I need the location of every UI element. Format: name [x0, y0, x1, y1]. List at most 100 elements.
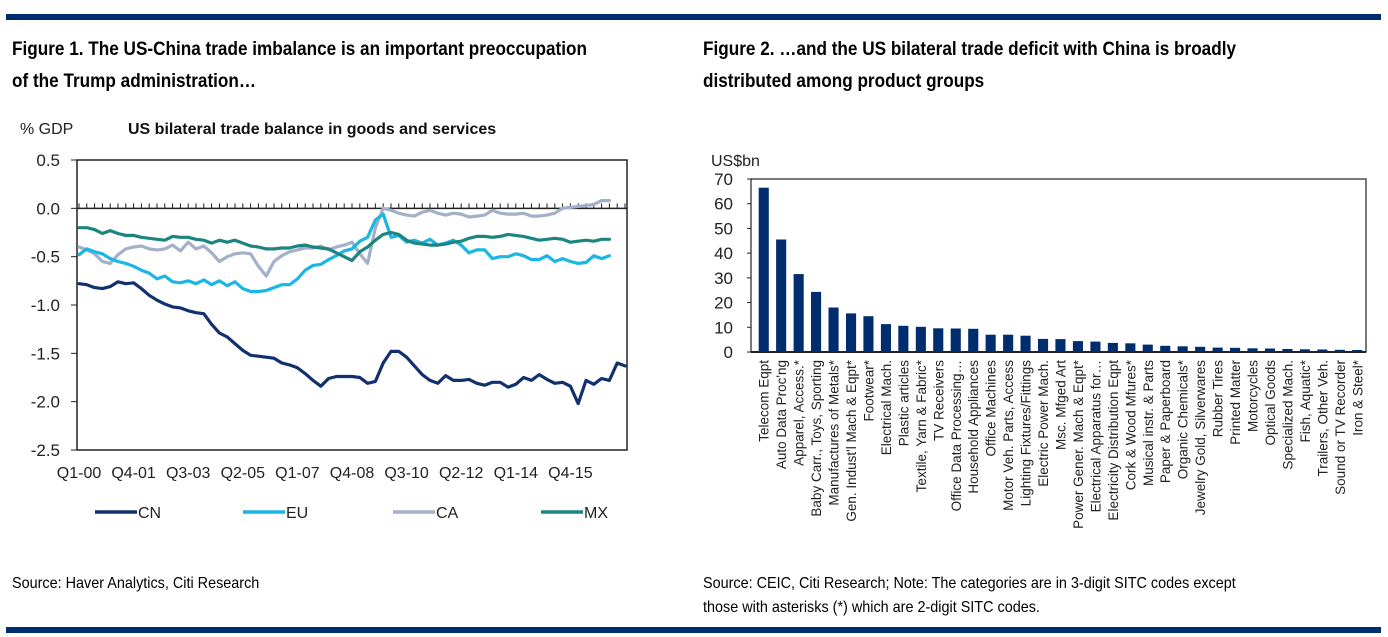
bar — [828, 307, 839, 352]
x-category-label: Power Gener. Mach & Eqpt* — [1071, 359, 1086, 529]
bottom-rule — [6, 627, 1381, 633]
legend-label-mx: MX — [584, 505, 608, 522]
x-category-label: Printed Matter — [1228, 360, 1243, 445]
x-tick-label: Q4-15 — [548, 465, 593, 482]
bar-chart: US$bn 70 60 50 40 30 20 10 0 Telecom Eqpt Auto D… — [711, 153, 1367, 529]
bar — [933, 328, 944, 352]
x-tick-label: Q2-05 — [221, 465, 266, 482]
figure2-source-line1: Source: CEIC, Citi Research; Note: The c… — [703, 575, 1236, 592]
x-category-label: Organic Chemicals* — [1176, 359, 1191, 479]
bar — [1020, 335, 1031, 352]
bar — [898, 325, 909, 352]
series-line-mx — [77, 226, 612, 263]
x-tick-label: Q1-07 — [275, 465, 320, 482]
x-category-label: Cork & Wood Mfures* — [1123, 359, 1138, 490]
x-tick-label: Q3-03 — [166, 465, 211, 482]
x-tick-label: Q1-00 — [57, 465, 102, 482]
bar — [1090, 341, 1101, 352]
x-category-label: Paper & Paperboard — [1158, 360, 1173, 483]
bar — [1264, 348, 1275, 352]
series-line-eu — [77, 212, 612, 294]
x-category-label: Telecom Eqpt — [757, 360, 772, 442]
bar — [793, 274, 804, 352]
x-tick-label: Q4-01 — [111, 465, 156, 482]
bar — [846, 313, 857, 352]
x-category-label: Electrical Mach. — [879, 360, 894, 455]
x-category-label: Apparel, Access.* — [792, 359, 807, 466]
x-category-label: Electric Power Mach. — [1036, 360, 1051, 487]
y-tick-label: 0 — [724, 343, 733, 362]
y-tick-label: -2.5 — [31, 441, 60, 460]
x-category-label: Household Appliances — [966, 360, 981, 494]
y-tick-label: 10 — [714, 318, 733, 337]
x-category-label: Lighting Fixtures/Fittings — [1019, 360, 1034, 507]
series-line-cn — [77, 280, 627, 406]
x-category-label: Optical Goods — [1263, 360, 1278, 446]
bar — [811, 291, 822, 352]
bar — [1317, 349, 1328, 352]
legend-label-eu: EU — [286, 505, 308, 522]
bar — [880, 324, 891, 352]
bar — [1212, 347, 1223, 352]
x-category-label: Trailers, Other Veh. — [1315, 360, 1330, 477]
x-category-label: TV Receivers — [931, 360, 946, 441]
y-tick-label: 30 — [714, 269, 733, 288]
bar — [1142, 344, 1153, 352]
x-category-label: Msc. Mfged Art — [1054, 360, 1069, 450]
x-category-label: Iron & Steel* — [1350, 359, 1365, 436]
x-category-label: Electricity Distribution Eqpt — [1106, 360, 1121, 521]
figure2-title-line1: Figure 2. …and the US bilateral trade de… — [703, 38, 1237, 60]
bar — [915, 326, 926, 352]
legend-label-cn: CN — [138, 505, 161, 522]
x-category-label: Sound or TV Recorder — [1333, 360, 1348, 495]
bar — [758, 187, 769, 352]
x-category-label: Jewelry Gold, Silverwares — [1193, 360, 1208, 516]
chart-title: US bilateral trade balance in goods and … — [128, 121, 496, 138]
x-category-label: Auto Data Proc'ng — [774, 360, 789, 469]
bar — [1299, 349, 1310, 352]
series-line-ca — [77, 198, 612, 278]
x-category-label: Gen. Indust'l Mach & Eqpt* — [844, 359, 859, 521]
y-tick-label: -1.5 — [31, 344, 60, 363]
bar — [1160, 345, 1171, 352]
bar — [1352, 350, 1363, 352]
figure1-title-line1: Figure 1. The US-China trade imbalance i… — [12, 38, 587, 60]
bar — [776, 239, 787, 352]
x-tick-label: Q3-10 — [384, 465, 429, 482]
line-chart: % GDP US bilateral trade balance in good… — [20, 121, 628, 522]
y-axis-label: US$bn — [711, 153, 760, 170]
x-tick-label: Q1-14 — [494, 465, 539, 482]
x-category-label: Fish, Aquatic* — [1298, 359, 1313, 442]
bar — [1107, 342, 1118, 352]
bar — [1247, 348, 1258, 352]
figure1-source: Source: Haver Analytics, Citi Research — [12, 575, 260, 592]
bar — [1195, 346, 1206, 352]
bar — [1334, 349, 1345, 352]
x-category-label: Textile, Yarn & Fabric* — [914, 359, 929, 492]
x-category-label: Office Machines — [984, 360, 999, 457]
bar — [1055, 339, 1066, 352]
y-tick-label: -0.5 — [31, 248, 60, 267]
bar — [1230, 347, 1241, 352]
bar — [1282, 349, 1293, 352]
x-category-label: Baby Carr., Toys, Sporting — [809, 360, 824, 517]
y-tick-label: 0.0 — [36, 199, 60, 218]
x-category-label: Manufactures of Metals* — [827, 359, 842, 505]
x-category-label: Specialized Mach. — [1280, 360, 1295, 470]
bar — [1003, 334, 1014, 352]
x-category-label: Footwear* — [862, 359, 877, 421]
bar — [1038, 338, 1049, 352]
top-rule — [6, 14, 1381, 20]
figure2-source-line2: those with asterisks (*) which are 2-dig… — [703, 599, 1040, 616]
x-tick-label: Q2-12 — [439, 465, 484, 482]
bar — [863, 316, 874, 352]
x-category-label: Motor Veh. Parts, Access — [1001, 360, 1016, 511]
y-tick-label: 0.5 — [36, 151, 60, 170]
plot-frame — [750, 178, 1367, 353]
bar — [1072, 341, 1083, 352]
y-tick-label: -2.0 — [31, 393, 60, 412]
bar — [968, 328, 979, 352]
y-tick-label: 60 — [714, 195, 733, 214]
bar — [1177, 346, 1188, 352]
bar — [950, 328, 961, 352]
